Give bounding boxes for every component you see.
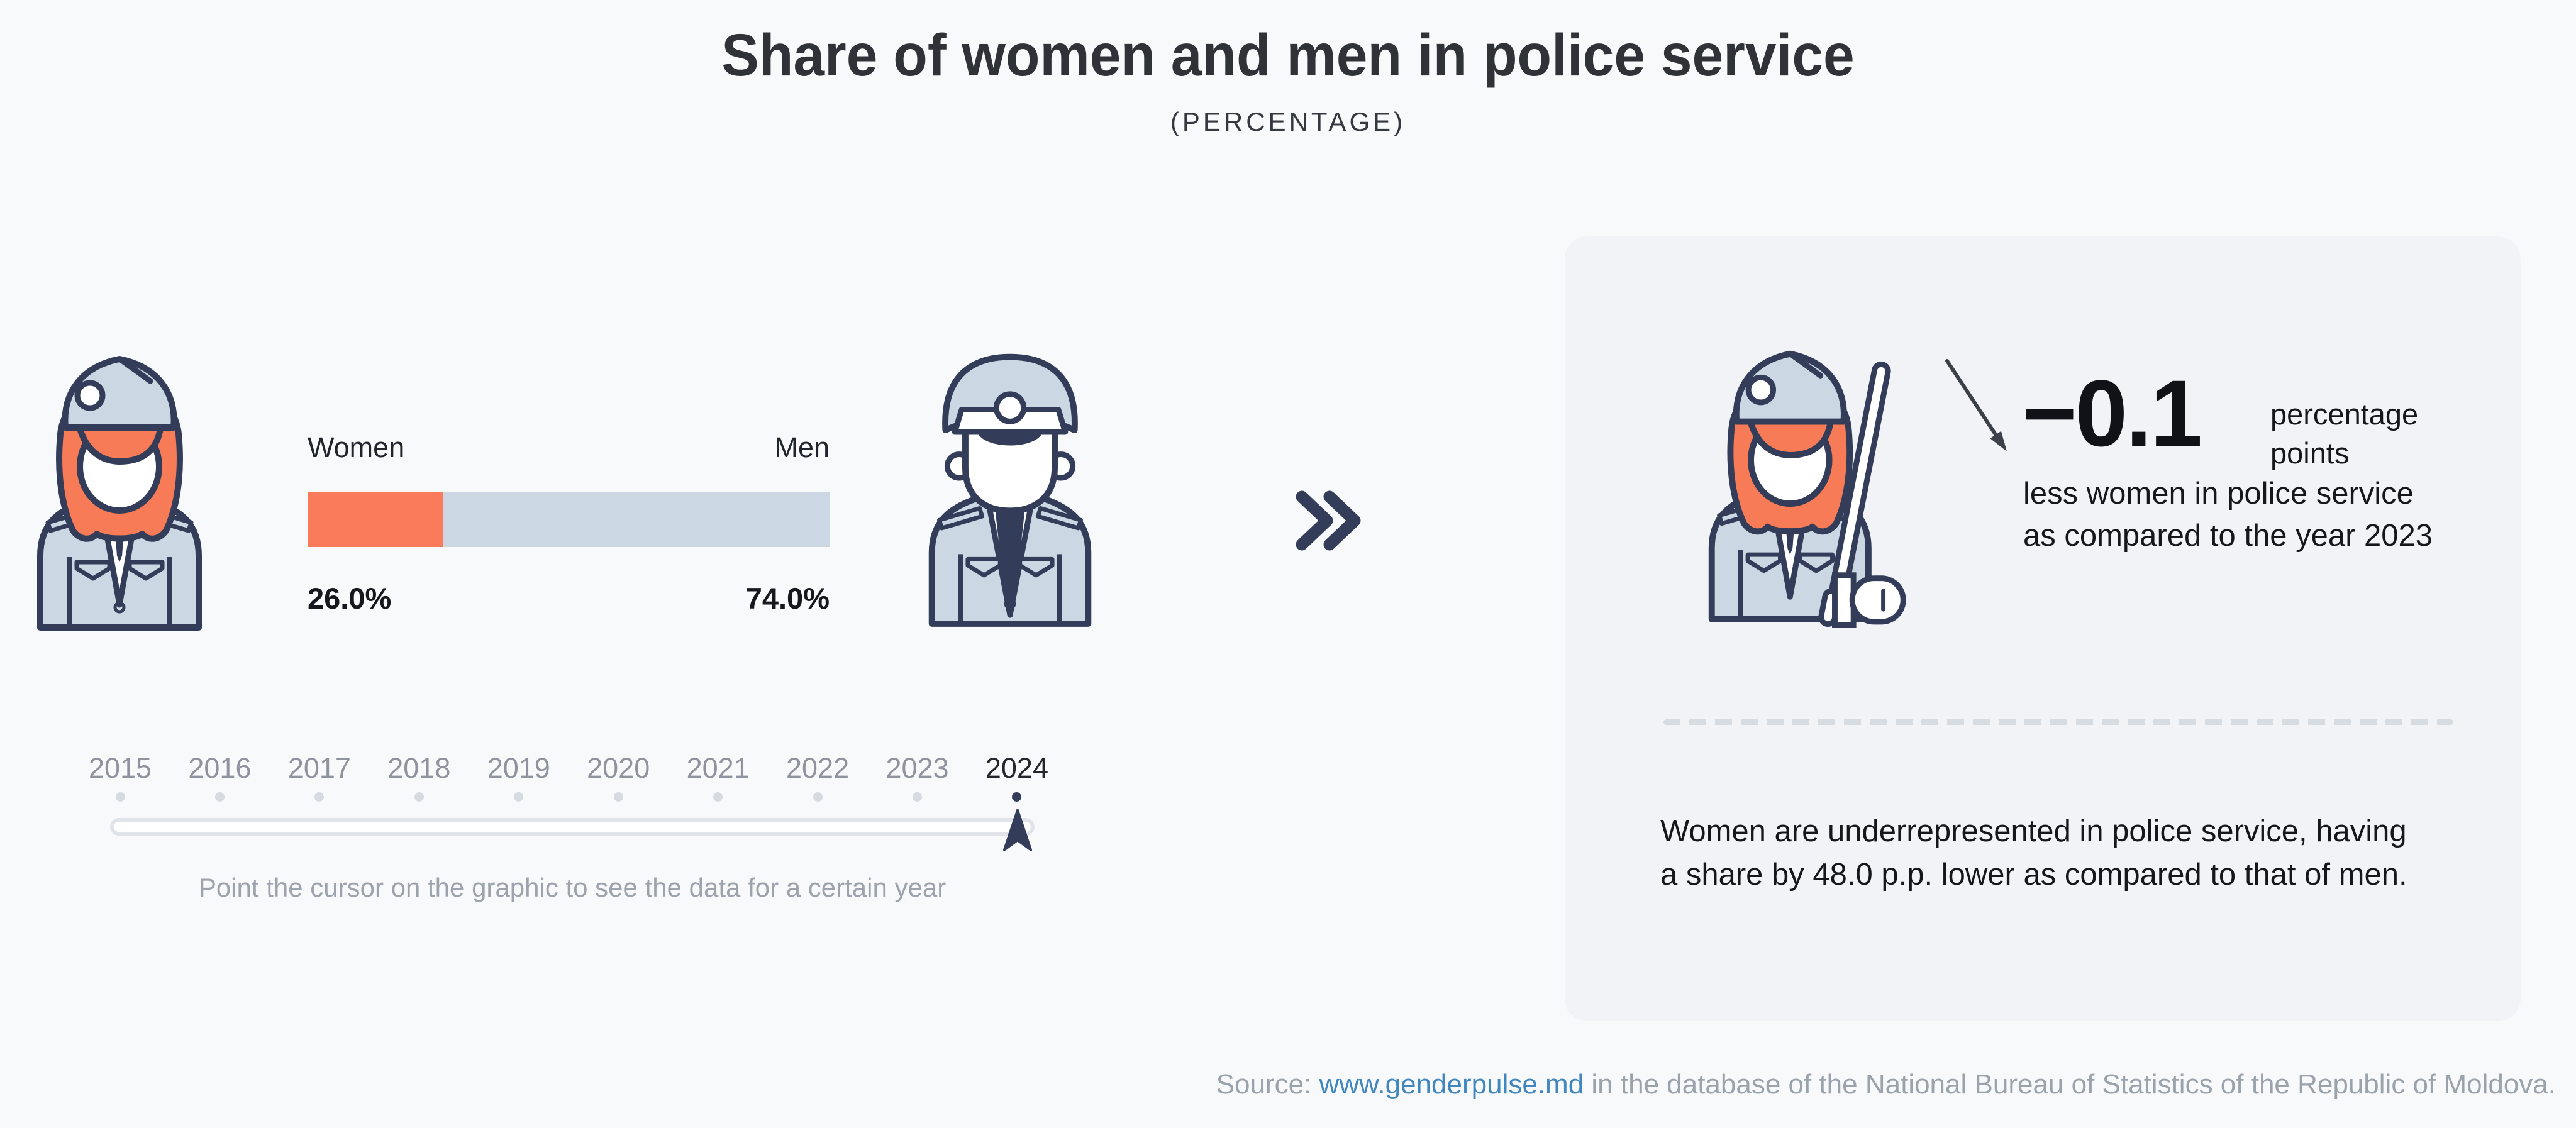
- timeline-year-2021[interactable]: 2021: [686, 752, 750, 784]
- bar-segment-men[interactable]: [443, 492, 830, 547]
- timeline-dot-2018[interactable]: [372, 792, 466, 802]
- source-line: Source: www.genderpulse.md in the databa…: [1216, 1069, 2556, 1100]
- timeline-dot-2020[interactable]: [571, 792, 665, 802]
- delta-unit: percentage points: [2270, 397, 2419, 470]
- timeline-year-2019[interactable]: 2019: [487, 752, 550, 784]
- insight-card: −0.1 percentage points less women in pol…: [1565, 236, 2521, 1021]
- source-suffix: in the database of the National Bureau o…: [1584, 1069, 2556, 1100]
- stacked-bar: [308, 492, 830, 547]
- timeline-dot-2019[interactable]: [472, 792, 566, 802]
- double-chevron-right-icon: [1296, 490, 1361, 551]
- timeline-dot-2015[interactable]: [73, 792, 167, 802]
- timeline-year-2018[interactable]: 2018: [387, 752, 451, 784]
- source-prefix: Source:: [1216, 1069, 1319, 1100]
- bar-labels: Women Men: [308, 431, 830, 464]
- bar-values: 26.0% 74.0%: [308, 581, 830, 616]
- decrease-arrow-icon: [1945, 359, 2007, 451]
- page-title: Share of women and men in police service: [721, 22, 1855, 89]
- timeline-year-2017[interactable]: 2017: [287, 752, 351, 784]
- year-marker-icon[interactable]: [1002, 809, 1033, 853]
- women-label: Women: [308, 431, 405, 463]
- summary-text: Women are underrepresented in police ser…: [1660, 814, 2407, 892]
- bar-segment-women[interactable]: [308, 492, 443, 547]
- men-value: 74.0%: [745, 582, 830, 615]
- timeline-dot-2017[interactable]: [272, 792, 367, 802]
- timeline-dot-2016[interactable]: [172, 792, 267, 802]
- policewoman-icon: [37, 356, 202, 631]
- dashed-divider: [1663, 719, 2453, 725]
- timeline-year-2020[interactable]: 2020: [587, 752, 650, 784]
- policewoman-baton-icon: [1708, 350, 1906, 628]
- timeline-dot-2022[interactable]: [770, 792, 865, 802]
- women-value: 26.0%: [308, 582, 392, 615]
- timeline-year-2015[interactable]: 2015: [88, 752, 152, 784]
- gender-share-bar-chart: Women Men 26.0% 74.0%: [308, 431, 830, 616]
- timeline-hint: Point the cursor on the graphic to see t…: [198, 873, 947, 902]
- policeman-icon: [928, 353, 1092, 627]
- timeline-year-2022[interactable]: 2022: [786, 752, 850, 784]
- timeline-year-2024[interactable]: 2024: [985, 752, 1048, 784]
- timeline-year-2016[interactable]: 2016: [188, 752, 252, 784]
- delta-description: less women in police service as compared…: [2023, 477, 2433, 553]
- timeline-year-2023[interactable]: 2023: [886, 752, 949, 784]
- timeline-years: 2015 2016 2017 2018 2019 2020 2021 2022 2023 2024: [73, 752, 1064, 785]
- source-link[interactable]: www.genderpulse.md: [1319, 1069, 1584, 1100]
- men-label: Men: [774, 431, 830, 463]
- delta-value: −0.1: [2022, 360, 2202, 466]
- timeline-dot-2023[interactable]: [870, 792, 965, 802]
- timeline-dot-2021[interactable]: [671, 792, 765, 802]
- timeline-dot-2024[interactable]: [970, 792, 1064, 802]
- page-subtitle: (PERCENTAGE): [1170, 107, 1406, 136]
- timeline-dots: [73, 792, 1064, 802]
- timeline-slider-track[interactable]: [110, 818, 1035, 836]
